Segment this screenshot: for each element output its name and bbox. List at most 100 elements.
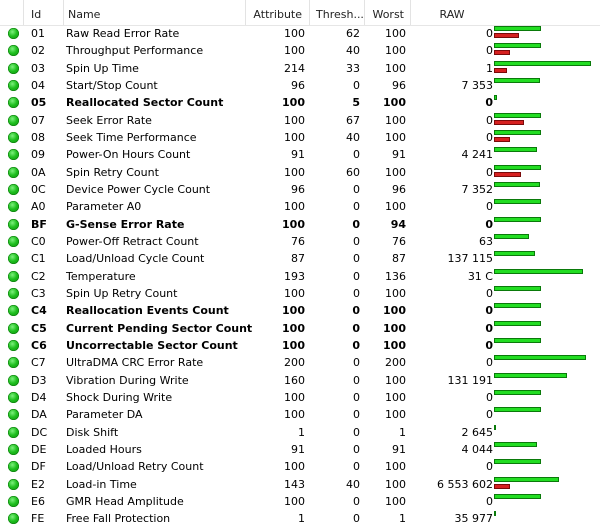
threshold-bar <box>494 67 507 73</box>
attribute-value: 160 <box>284 373 305 387</box>
attribute-name: Seek Error Rate <box>66 113 152 127</box>
table-row[interactable]: C4 Reallocation Events Count 100 0 100 0 <box>0 302 600 319</box>
normalized-value-bar <box>494 441 537 447</box>
raw-value: 0 <box>486 44 493 58</box>
attribute-id: BF <box>31 217 47 231</box>
table-row[interactable]: 09 Power-On Hours Count 91 0 91 4 241 <box>0 146 600 163</box>
threshold-value: 5 <box>352 96 360 110</box>
status-ok-icon <box>8 443 19 455</box>
table-row[interactable]: D4 Shock During Write 100 0 100 0 <box>0 389 600 406</box>
table-row[interactable]: C6 Uncorrectable Sector Count 100 0 100 0 <box>0 337 600 354</box>
raw-value: 0 <box>486 494 493 508</box>
raw-value: 0 <box>486 408 493 422</box>
table-row[interactable]: C5 Current Pending Sector Count 100 0 100 0 <box>0 320 600 337</box>
attribute-id: 02 <box>31 44 45 58</box>
table-row[interactable]: FE Free Fall Protection 1 0 1 35 977 <box>0 510 600 527</box>
status-ok-icon <box>8 409 19 421</box>
column-divider[interactable] <box>410 0 411 25</box>
attribute-value: 100 <box>284 27 305 40</box>
table-row[interactable]: C1 Load/Unload Cycle Count 87 0 87 137 115 <box>0 250 600 267</box>
raw-value: 0 <box>486 113 493 127</box>
column-divider[interactable] <box>63 0 64 25</box>
status-ok-icon <box>8 391 19 403</box>
normalized-value-bar <box>494 147 537 153</box>
normalized-value-bar <box>494 493 541 499</box>
status-ok-icon <box>8 28 19 39</box>
table-row[interactable]: C3 Spin Up Retry Count 100 0 100 0 <box>0 285 600 302</box>
attribute-id: DF <box>31 460 46 474</box>
column-header-worst[interactable]: Worst <box>372 8 404 21</box>
table-row[interactable]: C2 Temperature 193 0 136 31 C <box>0 268 600 285</box>
table-row[interactable]: 01 Raw Read Error Rate 100 62 100 0 <box>0 25 600 42</box>
table-row[interactable]: C7 UltraDMA CRC Error Rate 200 0 200 0 <box>0 354 600 371</box>
attribute-id: 08 <box>31 130 45 144</box>
raw-value: 4 044 <box>461 442 494 456</box>
raw-value: 63 <box>479 234 493 248</box>
attribute-value: 87 <box>291 252 305 266</box>
table-row[interactable]: 0A Spin Retry Count 100 60 100 0 <box>0 164 600 181</box>
normalized-value-bar <box>494 181 540 187</box>
table-row[interactable]: DA Parameter DA 100 0 100 0 <box>0 406 600 423</box>
attribute-value: 91 <box>291 442 305 456</box>
table-row[interactable]: 02 Throughput Performance 100 40 100 0 <box>0 42 600 59</box>
table-row[interactable]: 0C Device Power Cycle Count 96 0 96 7 352 <box>0 181 600 198</box>
column-header-raw[interactable]: RAW <box>439 8 465 21</box>
column-header-attribute[interactable]: Attribute <box>253 8 302 21</box>
attribute-id: 05 <box>31 96 47 110</box>
column-divider[interactable] <box>364 0 365 25</box>
attribute-name: Reallocation Events Count <box>66 304 229 318</box>
attribute-name: Reallocated Sector Count <box>66 96 224 110</box>
worst-value: 91 <box>392 148 406 162</box>
attribute-name: Shock During Write <box>66 390 173 404</box>
table-row[interactable]: DE Loaded Hours 91 0 91 4 044 <box>0 441 600 458</box>
attribute-name: Power-Off Retract Count <box>66 234 199 248</box>
status-ok-icon <box>8 79 19 91</box>
raw-value: 4 241 <box>461 148 494 162</box>
attribute-value: 214 <box>284 61 305 75</box>
threshold-bar <box>494 50 510 56</box>
raw-value: 0 <box>486 27 493 40</box>
threshold-value: 0 <box>353 286 360 300</box>
table-row[interactable]: DF Load/Unload Retry Count 100 0 100 0 <box>0 458 600 475</box>
attribute-id: DE <box>31 442 47 456</box>
table-row[interactable]: 05 Reallocated Sector Count 100 5 100 0 <box>0 94 600 111</box>
worst-value: 100 <box>385 44 406 58</box>
table-row[interactable]: C0 Power-Off Retract Count 76 0 76 63 <box>0 233 600 250</box>
worst-value: 100 <box>383 321 406 335</box>
table-row[interactable]: 04 Start/Stop Count 96 0 96 7 353 <box>0 77 600 94</box>
column-header-name[interactable]: Name <box>68 8 101 21</box>
column-divider[interactable] <box>245 0 246 25</box>
raw-value: 0 <box>486 130 493 144</box>
table-row[interactable]: D3 Vibration During Write 160 0 100 131 191 <box>0 372 600 389</box>
table-row[interactable]: A0 Parameter A0 100 0 100 0 <box>0 198 600 215</box>
normalized-value-bar <box>494 60 591 66</box>
normalized-value-bar <box>494 320 541 326</box>
column-divider[interactable] <box>309 0 310 25</box>
table-row[interactable]: 08 Seek Time Performance 100 40 100 0 <box>0 129 600 146</box>
raw-value: 2 645 <box>461 425 494 439</box>
table-row[interactable]: E2 Load-in Time 143 40 100 6 553 602 <box>0 476 600 493</box>
table-row[interactable]: 07 Seek Error Rate 100 67 100 0 <box>0 112 600 129</box>
attribute-name: Load/Unload Retry Count <box>66 460 204 474</box>
table-row[interactable]: 03 Spin Up Time 214 33 100 1 <box>0 60 600 77</box>
worst-value: 94 <box>390 217 406 231</box>
threshold-bar <box>494 171 521 177</box>
attribute-value: 100 <box>282 338 305 352</box>
status-ok-icon <box>8 478 19 490</box>
worst-value: 100 <box>385 61 406 75</box>
attribute-value: 193 <box>284 269 305 283</box>
threshold-value: 40 <box>346 130 360 144</box>
raw-value: 6 553 602 <box>437 477 493 491</box>
threshold-bar <box>494 119 524 125</box>
column-divider[interactable] <box>23 0 24 25</box>
table-row[interactable]: E6 GMR Head Amplitude 100 0 100 0 <box>0 493 600 510</box>
raw-value: 0 <box>486 200 493 214</box>
column-header-threshold[interactable]: Thresh... <box>316 8 364 21</box>
threshold-value: 0 <box>353 494 360 508</box>
attribute-value: 100 <box>282 304 305 318</box>
table-row[interactable]: DC Disk Shift 1 0 1 2 645 <box>0 424 600 441</box>
threshold-value: 60 <box>346 165 360 179</box>
raw-value: 0 <box>485 217 493 231</box>
column-header-id[interactable]: Id <box>31 8 42 21</box>
table-row[interactable]: BF G-Sense Error Rate 100 0 94 0 <box>0 216 600 233</box>
